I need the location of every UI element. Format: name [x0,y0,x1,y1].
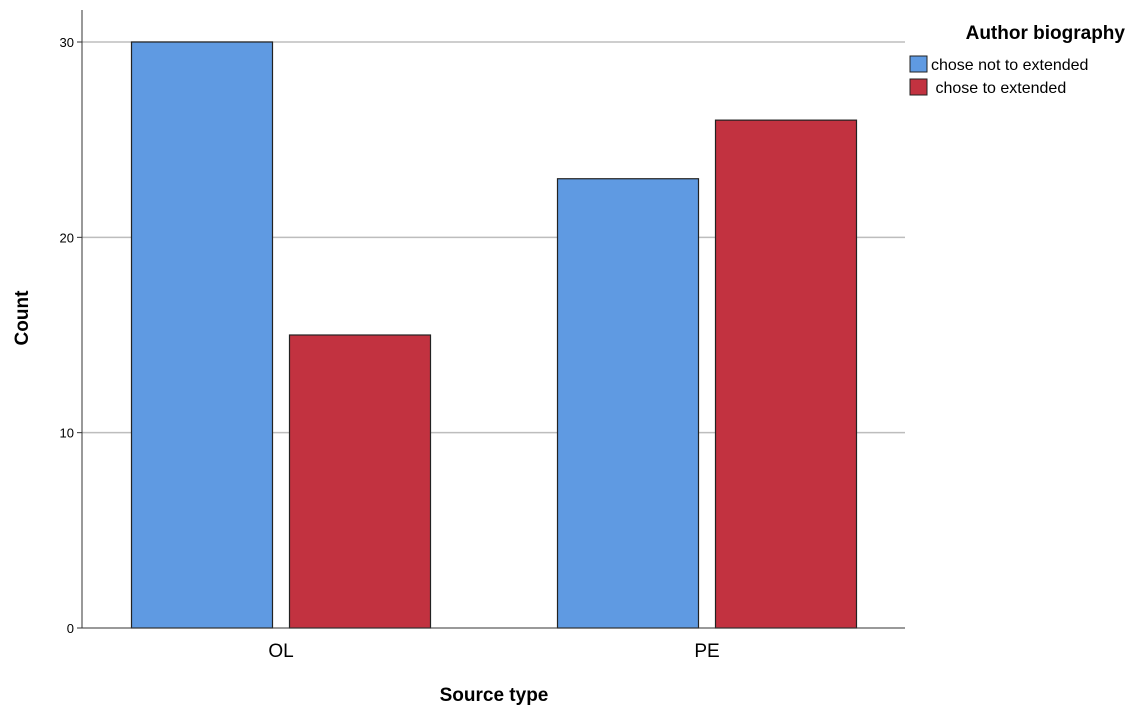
y-tick-label: 30 [60,35,74,50]
y-ticks: 0 10 20 30 [60,35,82,636]
x-category-labels: OL PE [268,641,719,662]
x-category-label: OL [268,641,293,662]
x-category-label: PE [694,641,719,662]
legend-items: chose not to extended chose to extended [909,55,1088,97]
y-tick-label: 20 [60,230,74,245]
bar-pe-series-1 [556,178,700,629]
legend-swatch [909,78,928,96]
y-axis-title: Count [12,290,33,346]
bar-pe-series-2 [714,119,858,629]
axes [81,10,905,629]
y-tick-label: 0 [67,621,74,636]
legend-swatch [909,55,928,73]
legend: Author biography chose not to extended c… [909,23,1126,97]
legend-label: chose to extended [931,80,1066,97]
bar-ol-series-1 [130,41,274,629]
y-tick-label: 10 [60,426,74,441]
bars [130,41,858,629]
x-axis-title: Source type [440,685,549,706]
legend-label: chose not to extended [931,57,1088,74]
legend-title: Author biography [966,23,1126,44]
bar-ol-series-2 [288,334,432,629]
